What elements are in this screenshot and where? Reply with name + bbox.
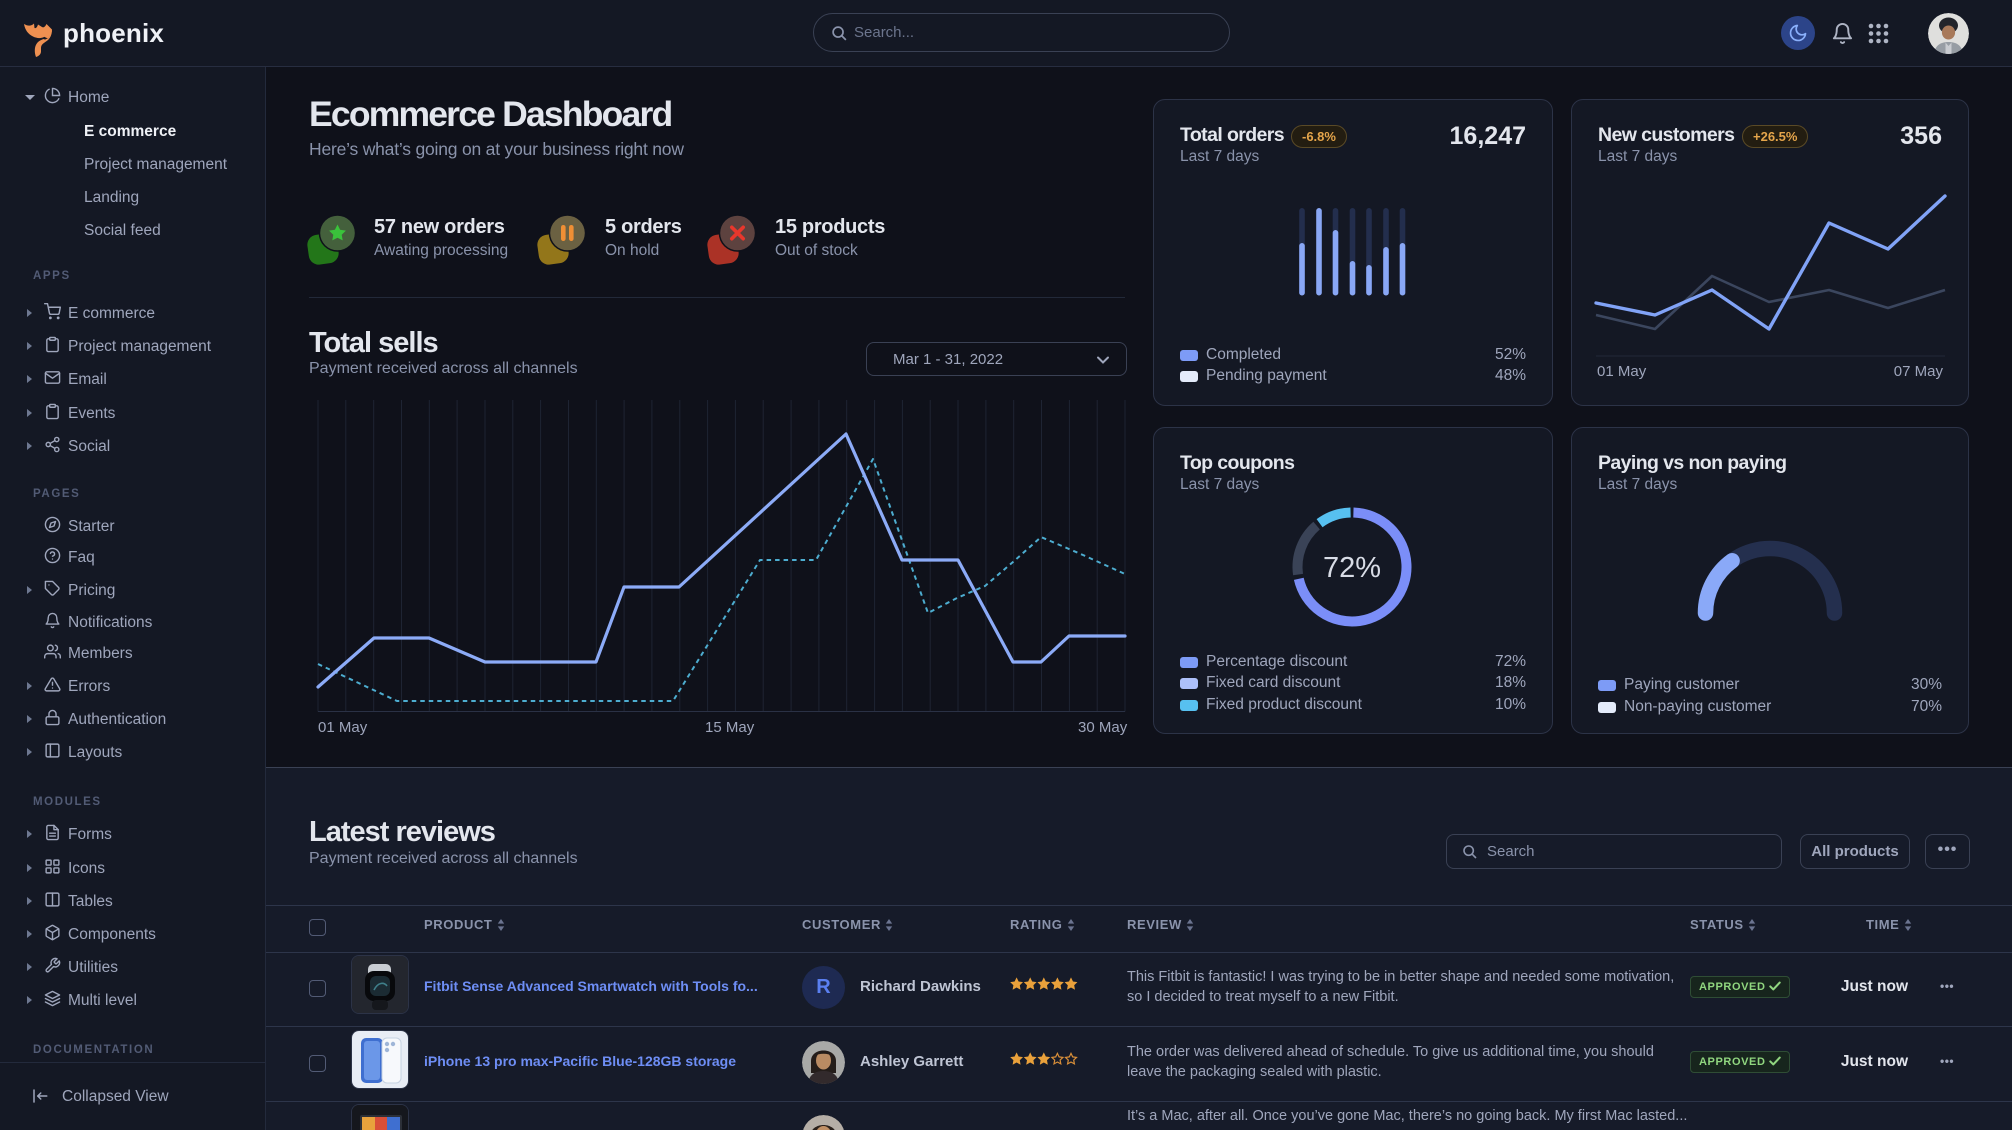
svg-text:72%: 72%	[1323, 552, 1381, 584]
